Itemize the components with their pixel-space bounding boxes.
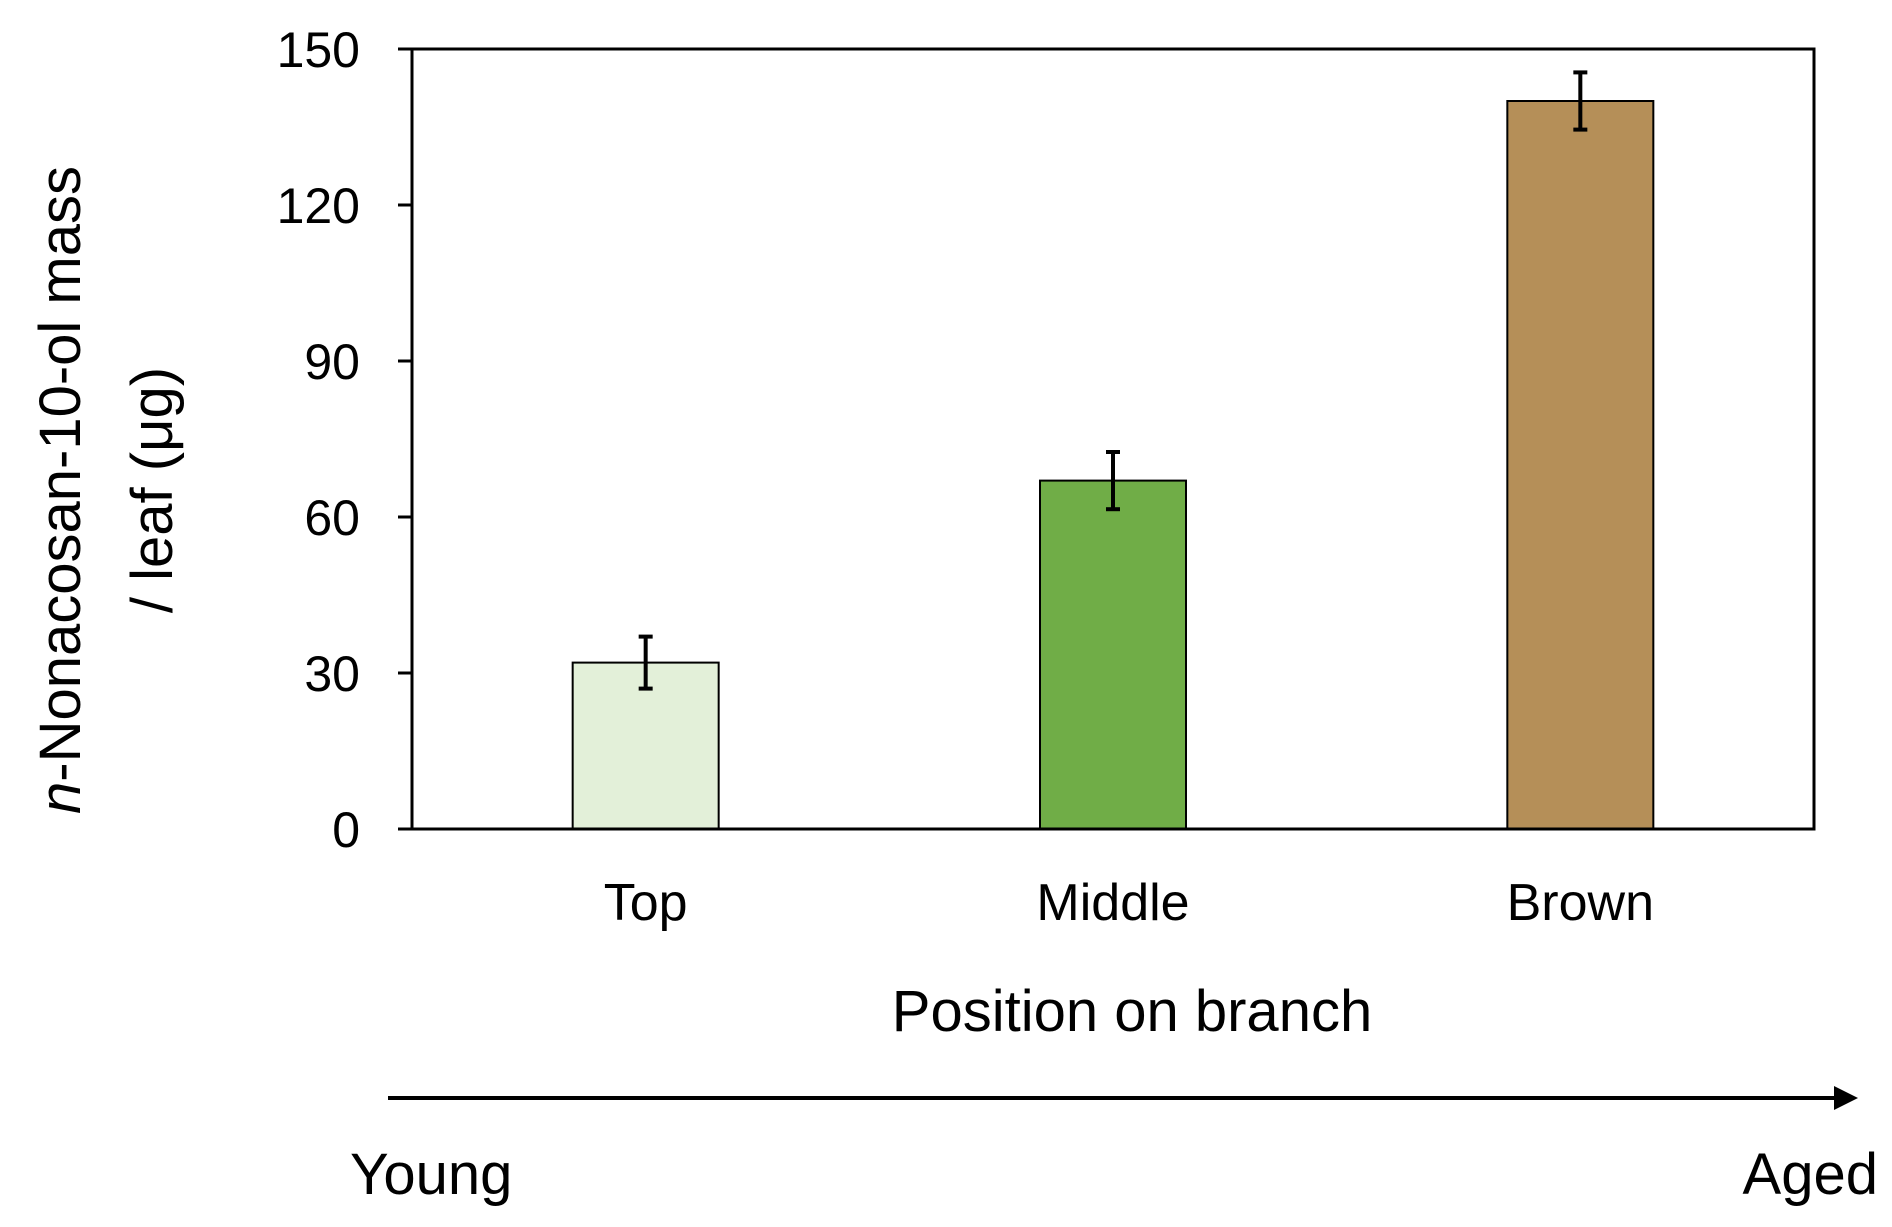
y-tick-label: 30 [304,646,360,702]
bar-middle [1039,479,1187,830]
y-tick-label: 0 [332,802,360,858]
bars [571,100,1655,830]
y-tick-label: 150 [277,22,360,78]
y-axis-title-line1: -Nonacosan-10-ol mass [28,166,93,782]
bar-brown [1506,100,1655,830]
plot-frame [410,47,1816,831]
y-tick-label: 120 [277,178,360,234]
y-tick-label: 90 [304,334,360,390]
y-axis-title: n-Nonacosan-10-ol mass [28,166,93,814]
y-axis-title-second-line: / leaf (μg) [120,367,185,613]
error-bars [638,70,1588,691]
x-tick-label-top: Top [604,874,688,932]
error-bar-top [638,634,653,691]
x-tick-label-middle: Middle [1036,874,1189,932]
error-bar-middle [1106,450,1120,512]
y-axis-title-line2: / leaf (μg) [120,367,185,613]
y-axis-title-italic: n [28,782,93,814]
age-arrow-head [1834,1086,1858,1110]
svg-text:n-Nonacosan-10-ol mass: n-Nonacosan-10-ol mass [28,166,93,814]
age-start-label: Young [350,1142,512,1207]
x-tick-label-brown: Brown [1507,874,1654,932]
x-tick-labels: Top Middle Brown [604,874,1654,932]
y-tick-label: 60 [304,490,360,546]
y-ticks: 0 30 60 90 120 150 [277,22,412,858]
error-bar-brown [1573,70,1588,132]
age-end-label: Aged [1743,1142,1878,1207]
x-axis-title: Position on branch [892,979,1372,1044]
